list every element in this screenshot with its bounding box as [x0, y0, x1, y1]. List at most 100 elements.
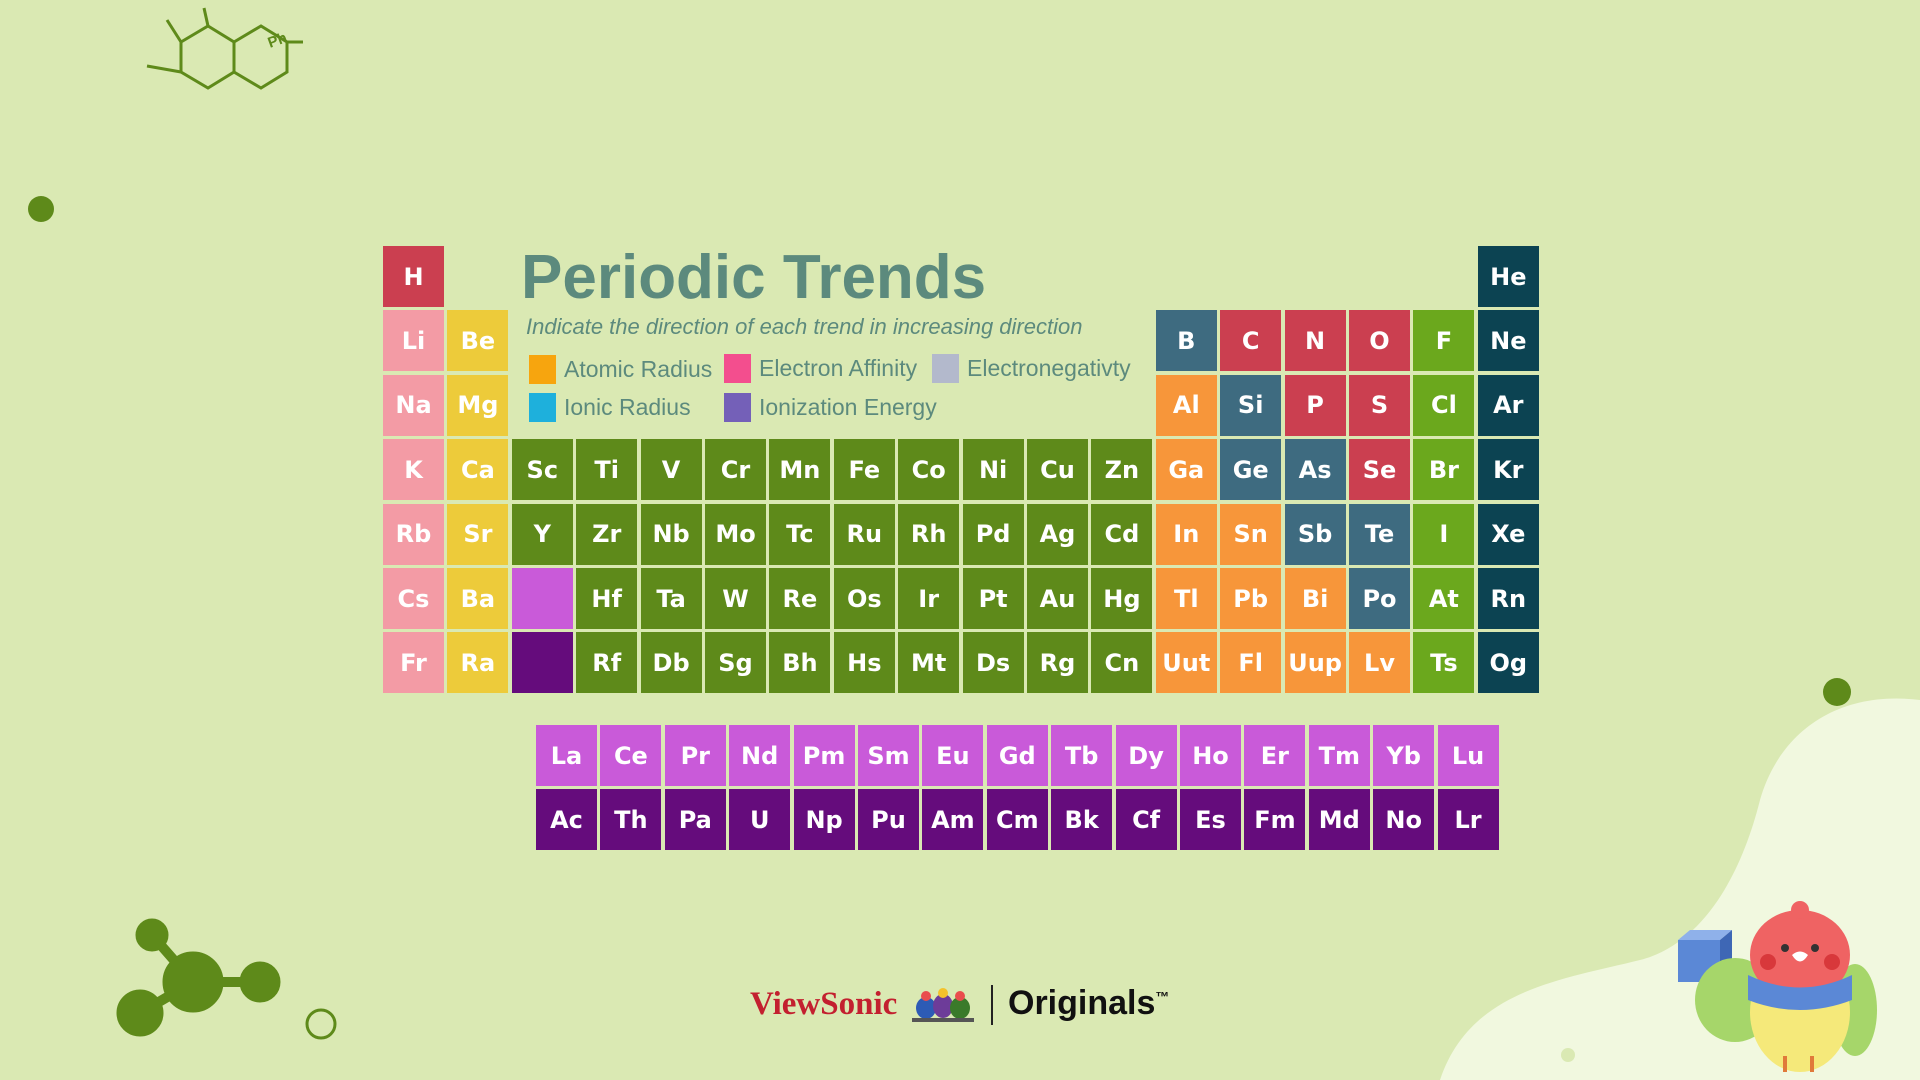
page-title: Periodic Trends — [521, 243, 987, 312]
element-tm: Tm — [1308, 725, 1370, 786]
element-mt: Mt — [898, 632, 960, 694]
element-rb: Rb — [383, 503, 444, 565]
dot-decoration — [1823, 678, 1851, 706]
molecule-icon — [116, 918, 281, 1037]
element-f: F — [1413, 310, 1475, 372]
legend-item-atomic-radius: Atomic Radius — [529, 355, 712, 384]
element-ho: Ho — [1180, 725, 1241, 786]
legend-label: Electron Affinity — [759, 355, 918, 381]
dot-decoration — [1561, 1048, 1575, 1062]
element-sc: Sc — [511, 439, 573, 501]
element-se: Se — [1349, 439, 1410, 501]
element-am: Am — [922, 789, 984, 851]
element-ta: Ta — [640, 568, 702, 629]
element-zn: Zn — [1091, 439, 1153, 501]
element-b: B — [1155, 310, 1217, 372]
element-la: La — [536, 725, 597, 786]
legend-item-electronegativity: Electronegativty — [932, 354, 1131, 383]
element-ge: Ge — [1220, 439, 1282, 501]
element-og: Og — [1477, 632, 1539, 694]
element-tl: Tl — [1155, 568, 1217, 629]
element-es: Es — [1180, 789, 1241, 851]
legend-swatch — [932, 354, 959, 383]
element-te: Te — [1349, 503, 1410, 565]
element-cu: Cu — [1027, 439, 1088, 501]
element-os: Os — [833, 568, 895, 629]
element-ti: Ti — [576, 439, 638, 501]
ring-decoration — [305, 1008, 337, 1040]
element-cn: Cn — [1091, 632, 1153, 694]
element-pa: Pa — [664, 789, 726, 851]
element-fr: Fr — [383, 632, 444, 694]
element-tc: Tc — [769, 503, 831, 565]
element-yb: Yb — [1373, 725, 1435, 786]
element-pu: Pu — [858, 789, 919, 851]
element-k: K — [383, 439, 444, 501]
element-br: Br — [1413, 439, 1475, 501]
element-h: H — [383, 246, 444, 307]
element-ac: Ac — [536, 789, 597, 851]
element-rh: Rh — [898, 503, 960, 565]
element-er: Er — [1244, 725, 1306, 786]
element-xe: Xe — [1477, 503, 1539, 565]
element-ga: Ga — [1155, 439, 1217, 501]
element-cf: Cf — [1115, 789, 1177, 851]
element-cm: Cm — [986, 789, 1048, 851]
element-ar: Ar — [1477, 374, 1539, 436]
element-lv: Lv — [1349, 632, 1410, 694]
element-po: Po — [1349, 568, 1410, 629]
footer-divider — [991, 985, 993, 1025]
legend-label: Atomic Radius — [564, 356, 713, 382]
element-o: O — [1349, 310, 1410, 372]
element-s: S — [1349, 374, 1410, 436]
element-hf: Hf — [576, 568, 638, 629]
element-ca: Ca — [447, 439, 509, 501]
element-sm: Sm — [858, 725, 919, 786]
trademark-mark: ™ — [1155, 988, 1170, 1005]
element-y: Y — [511, 503, 573, 565]
page-subtitle: Indicate the direction of each trend in … — [526, 314, 1083, 339]
element-sg: Sg — [705, 632, 766, 694]
element-ra: Ra — [447, 632, 509, 694]
element-u: U — [729, 789, 791, 851]
series-placeholder — [511, 568, 573, 629]
element-re: Re — [769, 568, 831, 629]
legend-label: Electronegativty — [967, 355, 1131, 381]
element-mo: Mo — [705, 503, 766, 565]
element-al: Al — [1155, 374, 1217, 436]
element-ts: Ts — [1413, 632, 1475, 694]
element-ir: Ir — [898, 568, 960, 629]
element-db: Db — [640, 632, 702, 694]
element-pd: Pd — [962, 503, 1024, 565]
element-rf: Rf — [576, 632, 638, 694]
element-mg: Mg — [447, 374, 509, 436]
element-nb: Nb — [640, 503, 702, 565]
element-ba: Ba — [447, 568, 509, 629]
element-i: I — [1413, 503, 1475, 565]
element-ce: Ce — [600, 725, 662, 786]
element-ag: Ag — [1027, 503, 1088, 565]
element-at: At — [1413, 568, 1475, 629]
element-cd: Cd — [1091, 503, 1153, 565]
molecule-label: Ph — [266, 29, 290, 52]
element-eu: Eu — [922, 725, 984, 786]
element-lu: Lu — [1437, 725, 1499, 786]
element-au: Au — [1027, 568, 1088, 629]
element-be: Be — [447, 310, 509, 372]
element-tb: Tb — [1051, 725, 1113, 786]
element-ru: Ru — [833, 503, 895, 565]
series-placeholder — [511, 632, 573, 694]
element-w: W — [705, 568, 766, 629]
element-sn: Sn — [1220, 503, 1282, 565]
dot-decoration — [28, 196, 54, 222]
element-cs: Cs — [383, 568, 444, 629]
element-ds: Ds — [962, 632, 1024, 694]
element-sr: Sr — [447, 503, 509, 565]
legend-label: Ionization Energy — [759, 394, 937, 420]
element-lr: Lr — [1437, 789, 1499, 851]
element-p: P — [1284, 374, 1346, 436]
chemical-structure-icon — [146, 7, 303, 90]
element-cr: Cr — [705, 439, 766, 501]
element-c: C — [1220, 310, 1282, 372]
